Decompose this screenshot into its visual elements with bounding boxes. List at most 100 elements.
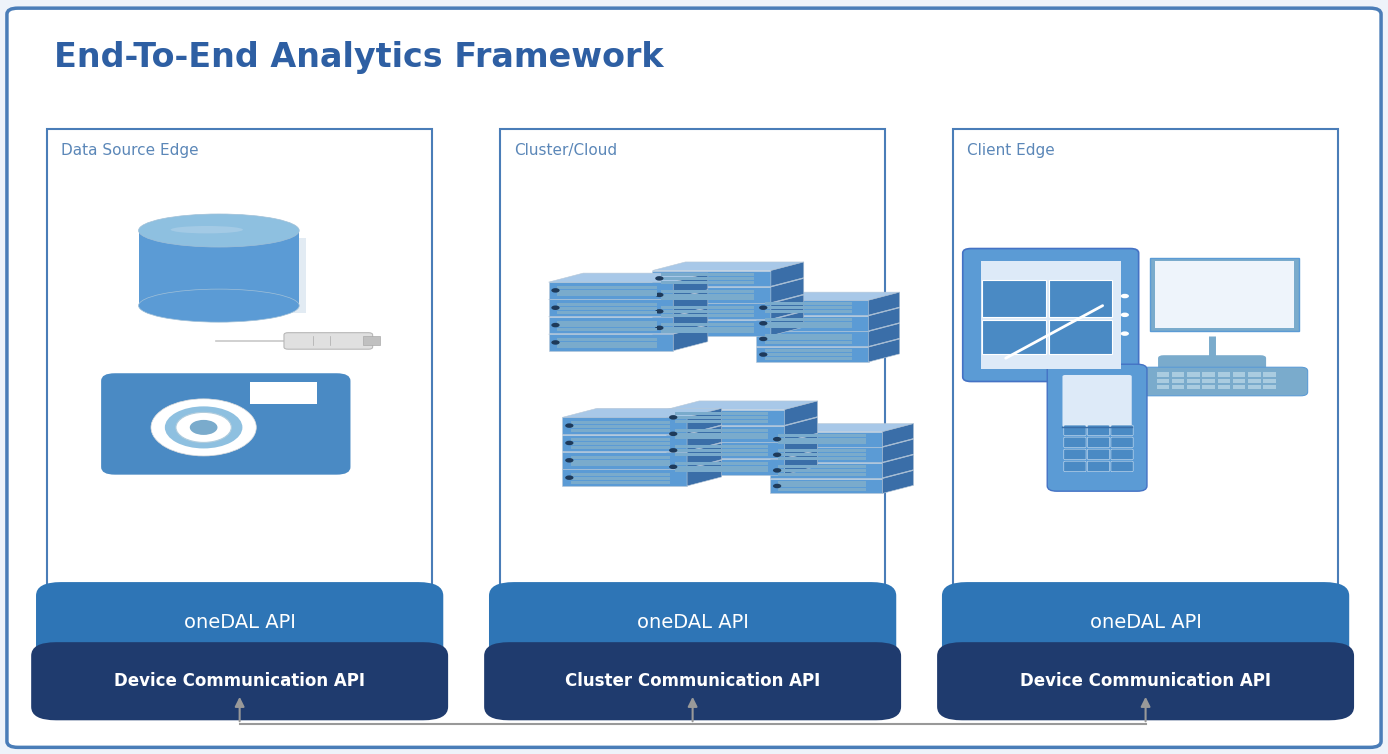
FancyBboxPatch shape <box>7 8 1381 747</box>
Polygon shape <box>770 463 883 478</box>
Polygon shape <box>652 295 804 304</box>
FancyBboxPatch shape <box>981 261 1120 369</box>
Polygon shape <box>756 339 899 347</box>
Polygon shape <box>770 470 913 479</box>
FancyBboxPatch shape <box>675 429 768 432</box>
Text: Cluster/Cloud: Cluster/Cloud <box>514 143 618 158</box>
Polygon shape <box>869 323 899 346</box>
FancyBboxPatch shape <box>1233 385 1245 389</box>
FancyBboxPatch shape <box>765 318 852 321</box>
FancyBboxPatch shape <box>1156 385 1169 389</box>
Polygon shape <box>869 292 899 315</box>
Polygon shape <box>548 325 708 334</box>
Polygon shape <box>770 479 883 493</box>
FancyBboxPatch shape <box>1110 437 1133 448</box>
FancyBboxPatch shape <box>1202 372 1214 377</box>
FancyBboxPatch shape <box>675 462 768 465</box>
FancyBboxPatch shape <box>661 330 754 333</box>
Circle shape <box>773 437 781 441</box>
FancyBboxPatch shape <box>1048 320 1112 354</box>
FancyBboxPatch shape <box>557 338 657 341</box>
Text: oneDAL API: oneDAL API <box>1090 613 1202 632</box>
FancyBboxPatch shape <box>1263 385 1276 389</box>
Text: oneDAL API: oneDAL API <box>183 613 296 632</box>
FancyBboxPatch shape <box>661 310 754 313</box>
Polygon shape <box>666 443 784 458</box>
FancyBboxPatch shape <box>557 345 657 348</box>
Polygon shape <box>562 435 687 451</box>
Polygon shape <box>784 401 818 425</box>
Polygon shape <box>869 339 899 362</box>
FancyBboxPatch shape <box>661 326 754 329</box>
Polygon shape <box>548 290 708 299</box>
FancyBboxPatch shape <box>570 421 670 424</box>
FancyBboxPatch shape <box>1087 449 1109 460</box>
Polygon shape <box>666 434 818 443</box>
FancyBboxPatch shape <box>557 303 657 306</box>
Polygon shape <box>548 317 673 333</box>
Circle shape <box>565 458 573 462</box>
Polygon shape <box>666 459 784 475</box>
FancyBboxPatch shape <box>500 129 886 644</box>
FancyBboxPatch shape <box>362 336 379 345</box>
FancyBboxPatch shape <box>1171 379 1184 383</box>
FancyBboxPatch shape <box>661 306 754 309</box>
FancyBboxPatch shape <box>47 129 432 644</box>
Polygon shape <box>548 273 708 282</box>
FancyBboxPatch shape <box>570 425 670 428</box>
FancyBboxPatch shape <box>1248 379 1260 383</box>
Polygon shape <box>666 450 818 459</box>
Polygon shape <box>687 409 722 434</box>
FancyBboxPatch shape <box>1141 367 1307 396</box>
FancyBboxPatch shape <box>570 474 670 477</box>
FancyBboxPatch shape <box>1202 385 1214 389</box>
Polygon shape <box>562 461 722 470</box>
Polygon shape <box>652 304 770 319</box>
FancyBboxPatch shape <box>570 442 670 445</box>
FancyBboxPatch shape <box>675 437 768 440</box>
FancyBboxPatch shape <box>557 342 657 345</box>
FancyBboxPatch shape <box>570 428 670 431</box>
FancyBboxPatch shape <box>937 642 1355 720</box>
Polygon shape <box>883 470 913 493</box>
Circle shape <box>565 440 573 445</box>
Polygon shape <box>548 282 673 299</box>
Text: Device Communication API: Device Communication API <box>114 673 365 690</box>
FancyBboxPatch shape <box>675 416 768 419</box>
Polygon shape <box>673 308 708 333</box>
FancyBboxPatch shape <box>557 290 657 293</box>
FancyBboxPatch shape <box>570 456 670 458</box>
FancyBboxPatch shape <box>765 349 852 352</box>
Polygon shape <box>666 418 818 426</box>
FancyBboxPatch shape <box>779 441 866 444</box>
FancyBboxPatch shape <box>570 446 670 449</box>
FancyBboxPatch shape <box>570 477 670 480</box>
Circle shape <box>551 288 559 293</box>
Circle shape <box>759 352 768 357</box>
FancyBboxPatch shape <box>484 642 901 720</box>
Circle shape <box>1120 331 1128 336</box>
Circle shape <box>669 415 677 420</box>
Polygon shape <box>784 418 818 442</box>
Polygon shape <box>883 455 913 478</box>
FancyBboxPatch shape <box>661 281 754 284</box>
FancyBboxPatch shape <box>779 465 866 468</box>
Circle shape <box>551 305 559 310</box>
FancyBboxPatch shape <box>661 298 754 300</box>
Polygon shape <box>666 426 784 442</box>
Text: Cluster Communication API: Cluster Communication API <box>565 673 820 690</box>
Circle shape <box>773 484 781 489</box>
FancyBboxPatch shape <box>661 290 754 293</box>
FancyBboxPatch shape <box>1248 385 1260 389</box>
FancyBboxPatch shape <box>1063 461 1085 472</box>
Circle shape <box>565 423 573 428</box>
Polygon shape <box>770 432 883 446</box>
Circle shape <box>773 452 781 457</box>
Circle shape <box>773 468 781 473</box>
FancyBboxPatch shape <box>675 453 768 456</box>
Polygon shape <box>883 424 913 446</box>
FancyBboxPatch shape <box>1187 379 1199 383</box>
Text: End-To-End Analytics Framework: End-To-End Analytics Framework <box>54 41 663 74</box>
Polygon shape <box>548 299 673 316</box>
FancyBboxPatch shape <box>1110 449 1133 460</box>
